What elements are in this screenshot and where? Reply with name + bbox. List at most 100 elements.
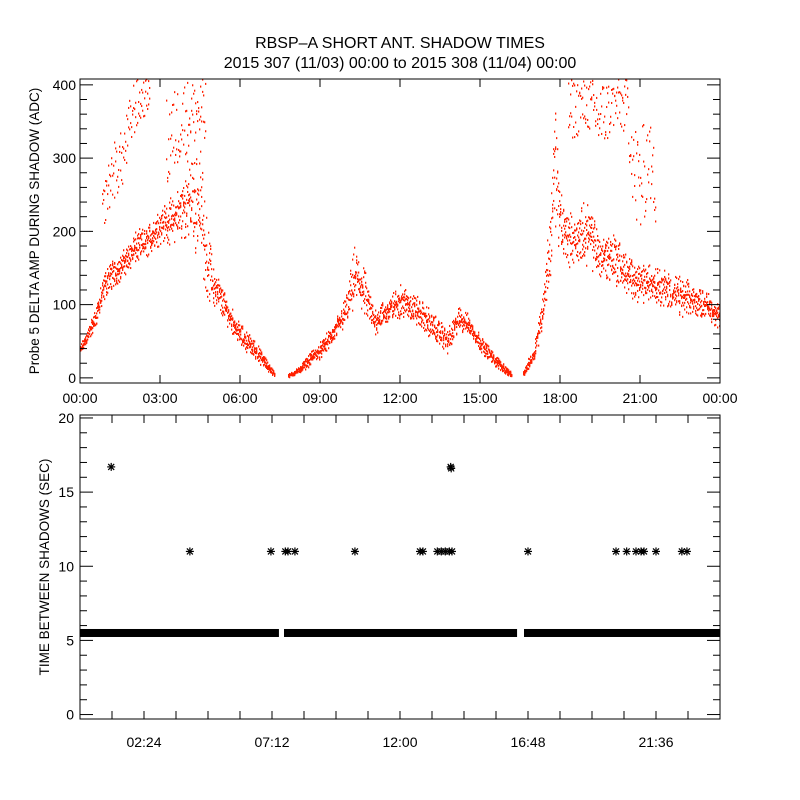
data-point (238, 334, 240, 337)
data-point (476, 340, 478, 343)
data-point (461, 318, 463, 321)
data-point (252, 350, 254, 353)
data-point (700, 289, 702, 292)
data-point (493, 356, 495, 359)
data-point (614, 238, 616, 241)
data-point (581, 233, 583, 236)
data-point (614, 268, 616, 271)
data-point (175, 214, 177, 217)
data-point (623, 256, 625, 259)
data-point (322, 349, 324, 352)
data-point (192, 176, 194, 179)
data-point (138, 258, 140, 261)
data-point (322, 344, 324, 347)
data-point (167, 227, 169, 230)
data-point (419, 300, 421, 303)
data-point (541, 326, 543, 329)
data-point (692, 310, 694, 313)
data-point (356, 271, 358, 274)
data-point (389, 301, 391, 304)
data-point (350, 299, 352, 302)
data-point (363, 276, 365, 279)
data-point (374, 321, 376, 324)
data-point (406, 297, 408, 300)
data-point (237, 332, 239, 335)
data-point (621, 267, 623, 270)
data-point (364, 312, 366, 315)
data-point (604, 257, 606, 260)
data-point (230, 316, 232, 319)
data-point (152, 239, 154, 242)
data-point (207, 266, 209, 269)
data-point (505, 371, 507, 374)
data-point (543, 308, 545, 311)
data-point (194, 89, 196, 92)
data-point (102, 284, 104, 287)
data-point (454, 327, 456, 330)
data-point (487, 355, 489, 358)
data-point (499, 359, 501, 362)
data-point (592, 79, 594, 82)
data-point (399, 298, 401, 301)
data-point (626, 79, 628, 82)
data-point (249, 341, 251, 344)
data-point (211, 287, 213, 290)
data-point (654, 209, 656, 212)
data-point (718, 307, 720, 310)
data-point (615, 99, 617, 102)
data-point (551, 234, 553, 237)
data-point (597, 239, 599, 242)
data-point (462, 325, 464, 328)
data-point (622, 260, 624, 263)
data-point (621, 272, 623, 275)
data-point (611, 259, 613, 262)
data-point (496, 361, 498, 364)
data-point (219, 290, 221, 293)
data-point (646, 275, 648, 278)
data-point (447, 345, 449, 348)
data-point (549, 273, 551, 276)
data-point (596, 258, 598, 261)
data-point (388, 315, 390, 318)
data-point (474, 333, 476, 336)
data-point (644, 286, 646, 289)
data-point (289, 376, 291, 379)
data-point (655, 286, 657, 289)
data-point (416, 299, 418, 302)
data-point (303, 362, 305, 365)
data-point (136, 124, 138, 127)
data-point (198, 193, 200, 196)
data-point (110, 272, 112, 275)
data-point (183, 201, 185, 204)
data-point (182, 190, 184, 193)
data-point (609, 131, 611, 134)
data-point (628, 288, 630, 291)
data-point (242, 325, 244, 328)
data-point (586, 264, 588, 267)
data-point (153, 221, 155, 224)
data-point (191, 199, 193, 202)
data-point (140, 251, 142, 254)
data-point (357, 277, 359, 280)
data-point (467, 323, 469, 326)
data-point (530, 359, 532, 362)
data-point (188, 123, 190, 126)
data-point (400, 299, 402, 302)
data-point (260, 355, 262, 358)
data-point (716, 310, 718, 313)
data-point (402, 305, 404, 308)
data-point (211, 288, 213, 291)
data-point (670, 279, 672, 282)
data-point (707, 306, 709, 309)
data-point (348, 308, 350, 311)
data-point (120, 277, 122, 280)
data-point (474, 331, 476, 334)
data-point (304, 366, 306, 369)
data-point (220, 292, 222, 295)
data-point (328, 330, 330, 333)
data-point (168, 214, 170, 217)
data-point (234, 320, 236, 323)
data-point (484, 346, 486, 349)
data-point (567, 234, 569, 237)
data-point (454, 326, 456, 329)
